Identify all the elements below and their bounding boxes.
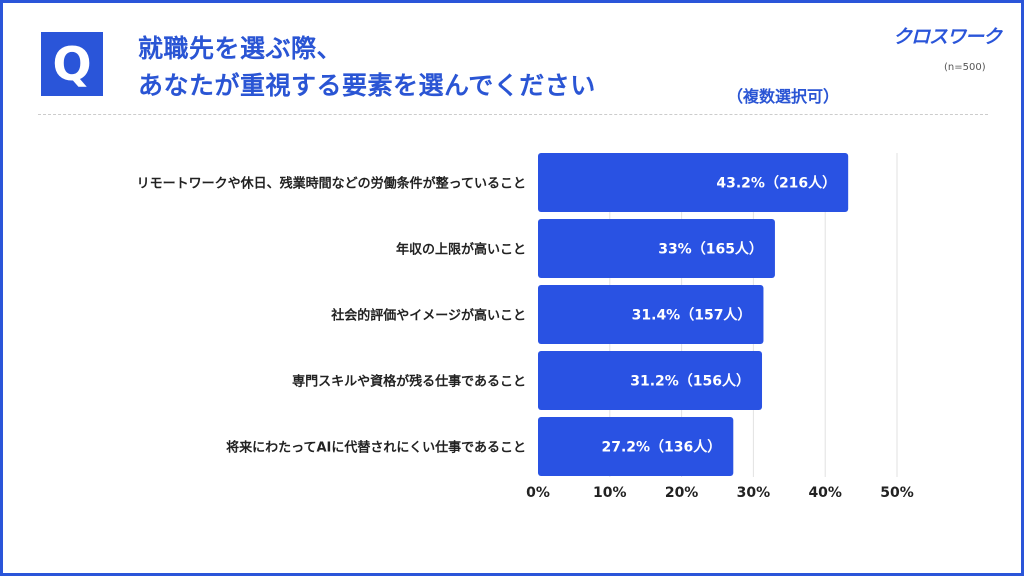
data-label: 43.2%（216人） (716, 175, 836, 192)
x-tick-label: 40% (808, 485, 842, 501)
multiple-choice-note: （複数選択可） (727, 87, 840, 106)
data-label: 31.4%（157人） (632, 307, 752, 324)
x-tick-label: 10% (593, 485, 627, 501)
data-label: 27.2%（136人） (601, 439, 721, 456)
brand-logo: クロスワーク (893, 26, 1002, 48)
category-label: 社会的評価やイメージが高いこと (330, 308, 526, 324)
bar (538, 417, 734, 476)
category-label: 年収の上限が高いこと (396, 242, 526, 258)
bar (538, 351, 763, 410)
x-tick-label: 30% (737, 485, 771, 501)
bar (538, 153, 849, 212)
x-tick-label: 0% (526, 485, 550, 501)
title-line-2: あなたが重視する要素を選んでください (138, 71, 596, 100)
category-label: リモートワークや休日、残業時間などの労働条件が整っていること (137, 176, 526, 192)
data-label: 31.2%（156人） (630, 373, 750, 390)
category-label: 将来にわたってAIに代替されにくい仕事であること (226, 440, 526, 456)
divider (38, 114, 988, 115)
data-label: 33%（165人） (658, 241, 763, 258)
q-badge: Q (41, 32, 103, 96)
sample-size: (n=500) (944, 62, 986, 73)
bar (538, 219, 775, 278)
bar (538, 285, 764, 344)
x-tick-label: 20% (665, 485, 699, 501)
title-line-1: 就職先を選ぶ際、 (138, 34, 343, 63)
chart-title: 就職先を選ぶ際、 あなたが重視する要素を選んでください (138, 30, 596, 104)
category-label: 専門スキルや資格が残る仕事であること (292, 374, 526, 390)
x-tick-label: 50% (880, 485, 914, 501)
